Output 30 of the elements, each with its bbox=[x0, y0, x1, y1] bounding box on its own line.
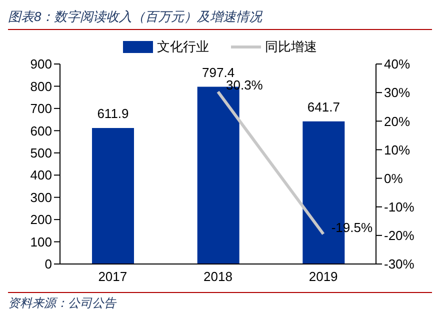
data-label: 641.7 bbox=[307, 99, 340, 114]
y-tick-label: 300 bbox=[30, 190, 52, 205]
y2-tick-label: -30% bbox=[384, 256, 415, 272]
y2-tick-label: 30% bbox=[384, 85, 410, 100]
legend-label: 同比增速 bbox=[264, 38, 317, 56]
y-tick-label: 600 bbox=[30, 123, 52, 138]
text: 资料来源：公司公告 bbox=[8, 295, 432, 312]
y-tick-label: 0 bbox=[44, 256, 52, 272]
y-tick-label: 400 bbox=[30, 168, 52, 183]
y-tick-label: 200 bbox=[30, 212, 52, 228]
y-tick-label: 900 bbox=[30, 56, 52, 72]
y2-tick-label: 40% bbox=[384, 56, 410, 72]
y2-tick-label: 0% bbox=[384, 170, 404, 186]
y-tick-label: 700 bbox=[30, 101, 52, 116]
y2-tick-label: -10% bbox=[384, 199, 415, 214]
bar bbox=[92, 128, 134, 264]
y2-tick-label: -20% bbox=[384, 228, 415, 244]
data-label: 30.3% bbox=[226, 78, 264, 93]
x-tick-label: 2018 bbox=[204, 269, 232, 284]
y2-tick-label: 10% bbox=[384, 142, 410, 158]
x-tick-label: 2017 bbox=[98, 269, 128, 284]
y-tick-label: 100 bbox=[30, 234, 52, 250]
data-label: 611.9 bbox=[97, 106, 129, 122]
data-label: 797.4 bbox=[202, 64, 235, 80]
y-tick-label: 500 bbox=[30, 146, 52, 161]
chart-title: 图表8：数字阅读收入（百万元）及增速情况 bbox=[8, 8, 432, 30]
x-tick-label: 2019 bbox=[308, 269, 338, 284]
y-tick-label: 800 bbox=[30, 78, 52, 94]
legend-label: 文化行业 bbox=[156, 38, 209, 56]
y2-tick-label: 20% bbox=[384, 114, 410, 129]
